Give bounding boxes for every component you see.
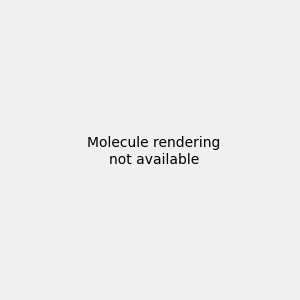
Text: Molecule rendering
not available: Molecule rendering not available	[87, 136, 220, 166]
